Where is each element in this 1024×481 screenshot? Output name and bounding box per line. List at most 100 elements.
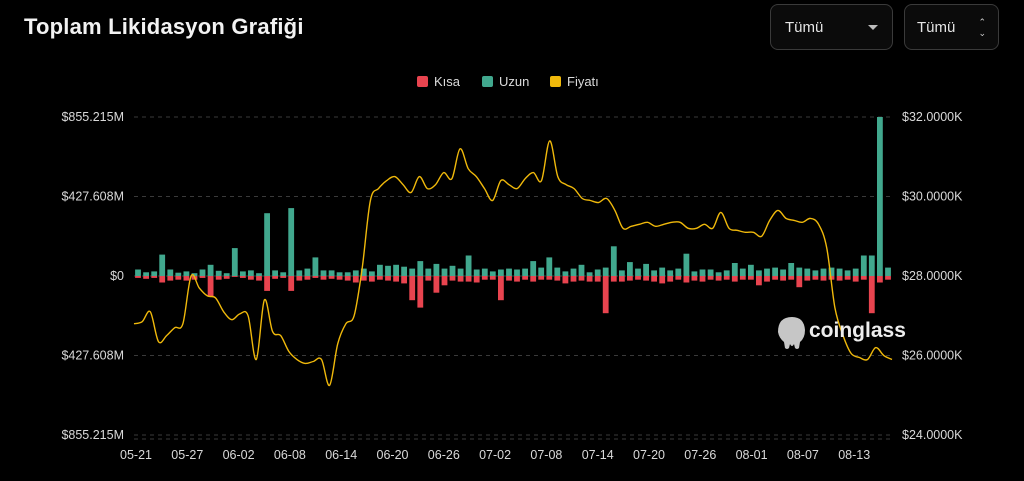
long-bar <box>304 268 311 276</box>
short-bar <box>570 276 577 282</box>
short-bar <box>457 276 464 282</box>
chart-grid <box>134 116 892 440</box>
short-bar <box>433 276 440 293</box>
long-bar <box>610 246 617 276</box>
long-bar <box>756 270 762 276</box>
short-bar <box>877 276 883 283</box>
long-bar <box>772 267 778 276</box>
long-bar <box>288 208 295 276</box>
long-bar <box>207 264 214 276</box>
short-bar <box>852 276 859 282</box>
short-bar <box>312 276 319 278</box>
short-bar <box>860 276 867 280</box>
short-bar <box>586 276 593 282</box>
long-bar <box>183 271 190 276</box>
x-tick-label: 07-20 <box>633 448 665 462</box>
long-bar <box>868 255 875 276</box>
short-bar <box>844 276 851 280</box>
short-bar <box>272 276 278 279</box>
y-right-tick-label: $30.0000K <box>902 190 963 204</box>
short-bar <box>707 276 714 280</box>
short-bar <box>578 276 585 281</box>
long-bar <box>385 265 391 276</box>
coin-select[interactable]: Tümü ⌃ ⌄ <box>904 4 999 50</box>
short-bar <box>465 276 472 282</box>
long-bar <box>280 272 287 276</box>
short-bar <box>489 276 496 280</box>
long-bar <box>667 270 674 276</box>
long-bar <box>465 255 472 276</box>
short-bar <box>667 276 674 282</box>
y-right-tick-label: $32.0000K <box>902 110 963 124</box>
long-bar <box>538 267 545 276</box>
short-bar <box>191 276 198 280</box>
x-tick-label: 06-14 <box>325 448 357 462</box>
x-tick-label: 05-27 <box>171 448 203 462</box>
long-bar <box>602 267 609 276</box>
long-bar <box>683 253 690 276</box>
short-bar <box>199 276 206 278</box>
price-series <box>133 140 893 387</box>
short-bar <box>449 276 456 281</box>
long-bar <box>885 267 891 276</box>
long-bar <box>336 272 343 276</box>
y-right-tick-label: $24.0000K <box>902 428 963 442</box>
short-bar <box>248 276 254 280</box>
short-bar <box>836 276 843 281</box>
long-bar <box>489 271 496 276</box>
x-tick-label: 07-02 <box>479 448 511 462</box>
x-tick-label: 07-14 <box>582 448 614 462</box>
long-bar <box>175 272 182 276</box>
x-tick-label: 06-02 <box>223 448 255 462</box>
short-bar <box>691 276 698 281</box>
long-bar <box>546 257 553 276</box>
long-bar <box>675 268 682 276</box>
short-bar <box>885 276 891 280</box>
long-bar <box>723 270 730 276</box>
short-bar <box>723 276 730 280</box>
long-bar <box>659 267 666 276</box>
long-bar <box>296 270 303 276</box>
range-dropdown[interactable]: Tümü <box>770 4 893 50</box>
short-bar <box>659 276 666 284</box>
short-bar <box>780 276 786 281</box>
coinglass-watermark: coinglass <box>778 317 906 349</box>
long-bar <box>707 269 714 276</box>
long-bar <box>264 213 270 276</box>
long-bar <box>425 268 432 276</box>
long-bar <box>481 268 488 276</box>
legend-label-1: Uzun <box>499 74 529 89</box>
long-bar <box>651 270 657 276</box>
long-bar <box>215 270 222 276</box>
short-bar <box>868 276 875 314</box>
y-right-tick-label: $26.0000K <box>902 349 963 363</box>
short-bar <box>619 276 625 282</box>
x-tick-label: 07-08 <box>530 448 562 462</box>
watermark-text: coinglass <box>809 319 906 342</box>
long-bar <box>586 272 593 276</box>
long-bar <box>780 269 786 276</box>
long-bar <box>401 266 407 276</box>
long-bar <box>409 268 416 276</box>
long-bar <box>159 254 166 276</box>
short-bar <box>409 276 416 301</box>
short-bar <box>498 276 504 301</box>
short-bar <box>602 276 609 314</box>
short-bar <box>393 276 399 282</box>
long-bar <box>328 270 335 276</box>
long-bar <box>852 268 859 276</box>
long-bar <box>135 269 141 276</box>
long-bar <box>699 269 706 276</box>
short-bar <box>369 276 375 282</box>
x-tick-label: 05-21 <box>120 448 152 462</box>
short-bar <box>538 276 545 280</box>
long-bar <box>635 268 641 276</box>
y-right-tick-label: $28.0000K <box>902 269 963 283</box>
long-bar <box>764 268 770 276</box>
short-bar <box>514 276 520 282</box>
short-bar <box>530 276 537 282</box>
y-left-tick-label: $855.215M <box>61 110 124 124</box>
long-bar <box>151 271 158 276</box>
short-bar <box>748 276 754 280</box>
